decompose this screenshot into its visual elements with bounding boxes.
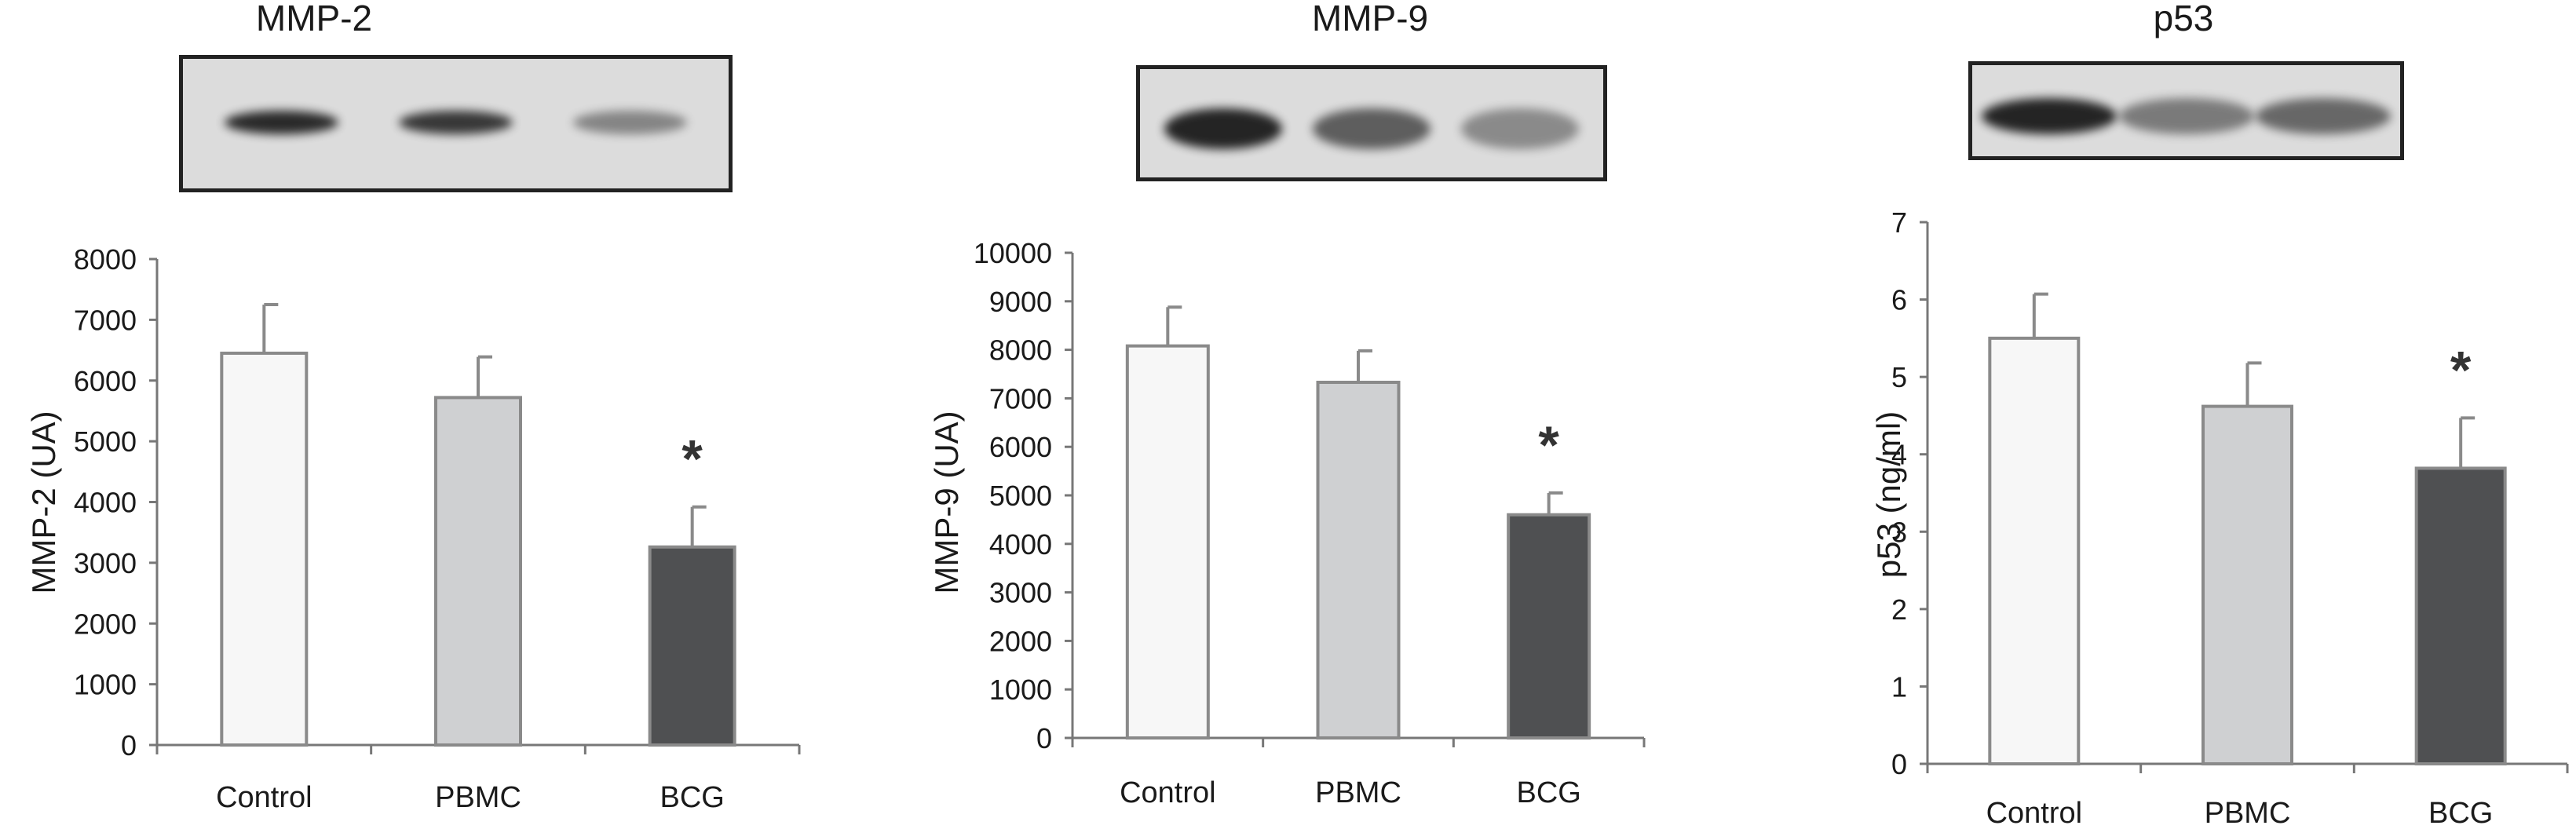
mmp9-y-tick-label: 0: [1036, 722, 1052, 754]
mmp9-bar-bcg: [1507, 513, 1591, 740]
mmp2-y-tick-label: 7000: [74, 304, 137, 336]
mmp2-y-tick-label: 1000: [74, 669, 137, 701]
mmp9-y-tick-label: 8000: [989, 334, 1052, 367]
p53-category-label-control: Control: [1986, 797, 2083, 829]
mmp2-y-tick-label: 0: [121, 729, 137, 761]
mmp2-bar-pbmc: [434, 396, 522, 747]
mmp9-significance-marker: *: [1538, 415, 1559, 475]
p53-bar-chart: 0 1 2 3 4 5 6 7 p53 (ng/ml) Control PBMC BCG *: [1870, 206, 2569, 829]
p53-y-tick-label: 0: [1891, 748, 1907, 780]
mmp9-bar-control: [1125, 344, 1210, 740]
mmp2-y-tick-label: 5000: [74, 425, 137, 458]
panel-title-p53: p53: [2153, 0, 2214, 38]
mmp9-band-bcg: [1460, 108, 1579, 149]
mmp9-bar-chart: 0 1000 2000 3000 4000 5000 6000 7000 8000 9000 100…: [928, 237, 1646, 809]
p53-y-tick-label: 6: [1891, 284, 1907, 316]
panel-title-mmp2: MMP-2: [255, 0, 373, 38]
mmp2-y-tick-label: 2000: [74, 608, 137, 640]
mmp9-y-tick-label: 9000: [989, 286, 1052, 318]
mmp9-y-axis-label: MMP-9 (UA): [928, 411, 965, 593]
mmp2-y-tick-label: 6000: [74, 365, 137, 397]
p53-category-label-pbmc: PBMC: [2205, 797, 2291, 829]
mmp2-y-axis-label: MMP-2 (UA): [25, 411, 62, 593]
p53-y-tick-label: 2: [1891, 593, 1907, 626]
p53-significance-marker: *: [2450, 340, 2472, 400]
p53-y-tick-label: 3: [1891, 516, 1907, 548]
mmp9-y-tick-label: 7000: [989, 382, 1052, 414]
p53-y-tick-label: 1: [1891, 670, 1907, 703]
mmp2-y-tick-label: 4000: [74, 487, 137, 519]
mmp9-y-tick-label: 5000: [989, 480, 1052, 512]
mmp9-category-label-control: Control: [1120, 776, 1216, 809]
mmp2-category-label-bcg: BCG: [660, 781, 724, 814]
p53-bar-control: [1988, 336, 2081, 766]
mmp2-y-tick-label: 3000: [74, 547, 137, 579]
p53-band-control: [1982, 97, 2117, 134]
mmp2-significance-marker: *: [681, 429, 703, 489]
panel-title-mmp9: MMP-9: [1311, 0, 1429, 38]
p53-bar-pbmc: [2201, 404, 2293, 765]
mmp9-band-pbmc: [1313, 108, 1431, 149]
p53-y-tick-label: 5: [1891, 361, 1907, 393]
p53-y-axis-label: p53 (ng/ml): [1870, 411, 1907, 578]
mmp9-y-tick-label: 10000: [974, 237, 1052, 269]
mmp2-y-tick-label: 8000: [74, 243, 137, 276]
mmp9-y-tick-label: 1000: [989, 674, 1052, 706]
mmp2-bar-chart: 0 1000 2000 3000 4000 5000 6000 7000 8000 MMP-2 (…: [25, 243, 801, 814]
mmp2-bar-control: [220, 351, 309, 747]
mmp9-y-tick-label: 3000: [989, 577, 1052, 609]
mmp9-western-blot: [1136, 65, 1607, 181]
mmp2-band-pbmc: [399, 111, 513, 134]
mmp9-y-tick-label: 6000: [989, 431, 1052, 463]
p53-y-tick-label: 4: [1891, 439, 1907, 471]
mmp2-western-blot: [179, 55, 733, 192]
mmp2-bar-bcg: [648, 545, 736, 747]
p53-band-bcg: [2255, 97, 2391, 134]
p53-bar-bcg: [2414, 466, 2507, 765]
mmp9-y-tick-label: 2000: [989, 625, 1052, 657]
mmp2-band-bcg: [573, 111, 688, 134]
p53-category-label-bcg: BCG: [2428, 797, 2493, 829]
mmp9-category-label-bcg: BCG: [1516, 776, 1580, 809]
mmp9-band-control: [1164, 108, 1283, 149]
p53-western-blot: [1968, 61, 2404, 160]
mmp2-category-label-control: Control: [216, 781, 312, 814]
mmp2-category-label-pbmc: PBMC: [435, 781, 521, 814]
mmp2-band-control: [224, 111, 338, 134]
p53-band-pbmc: [2118, 97, 2254, 134]
p53-y-tick-label: 7: [1891, 206, 1907, 239]
mmp9-category-label-pbmc: PBMC: [1315, 776, 1401, 809]
mmp9-bar-pbmc: [1316, 381, 1401, 740]
mmp9-y-tick-label: 4000: [989, 528, 1052, 561]
